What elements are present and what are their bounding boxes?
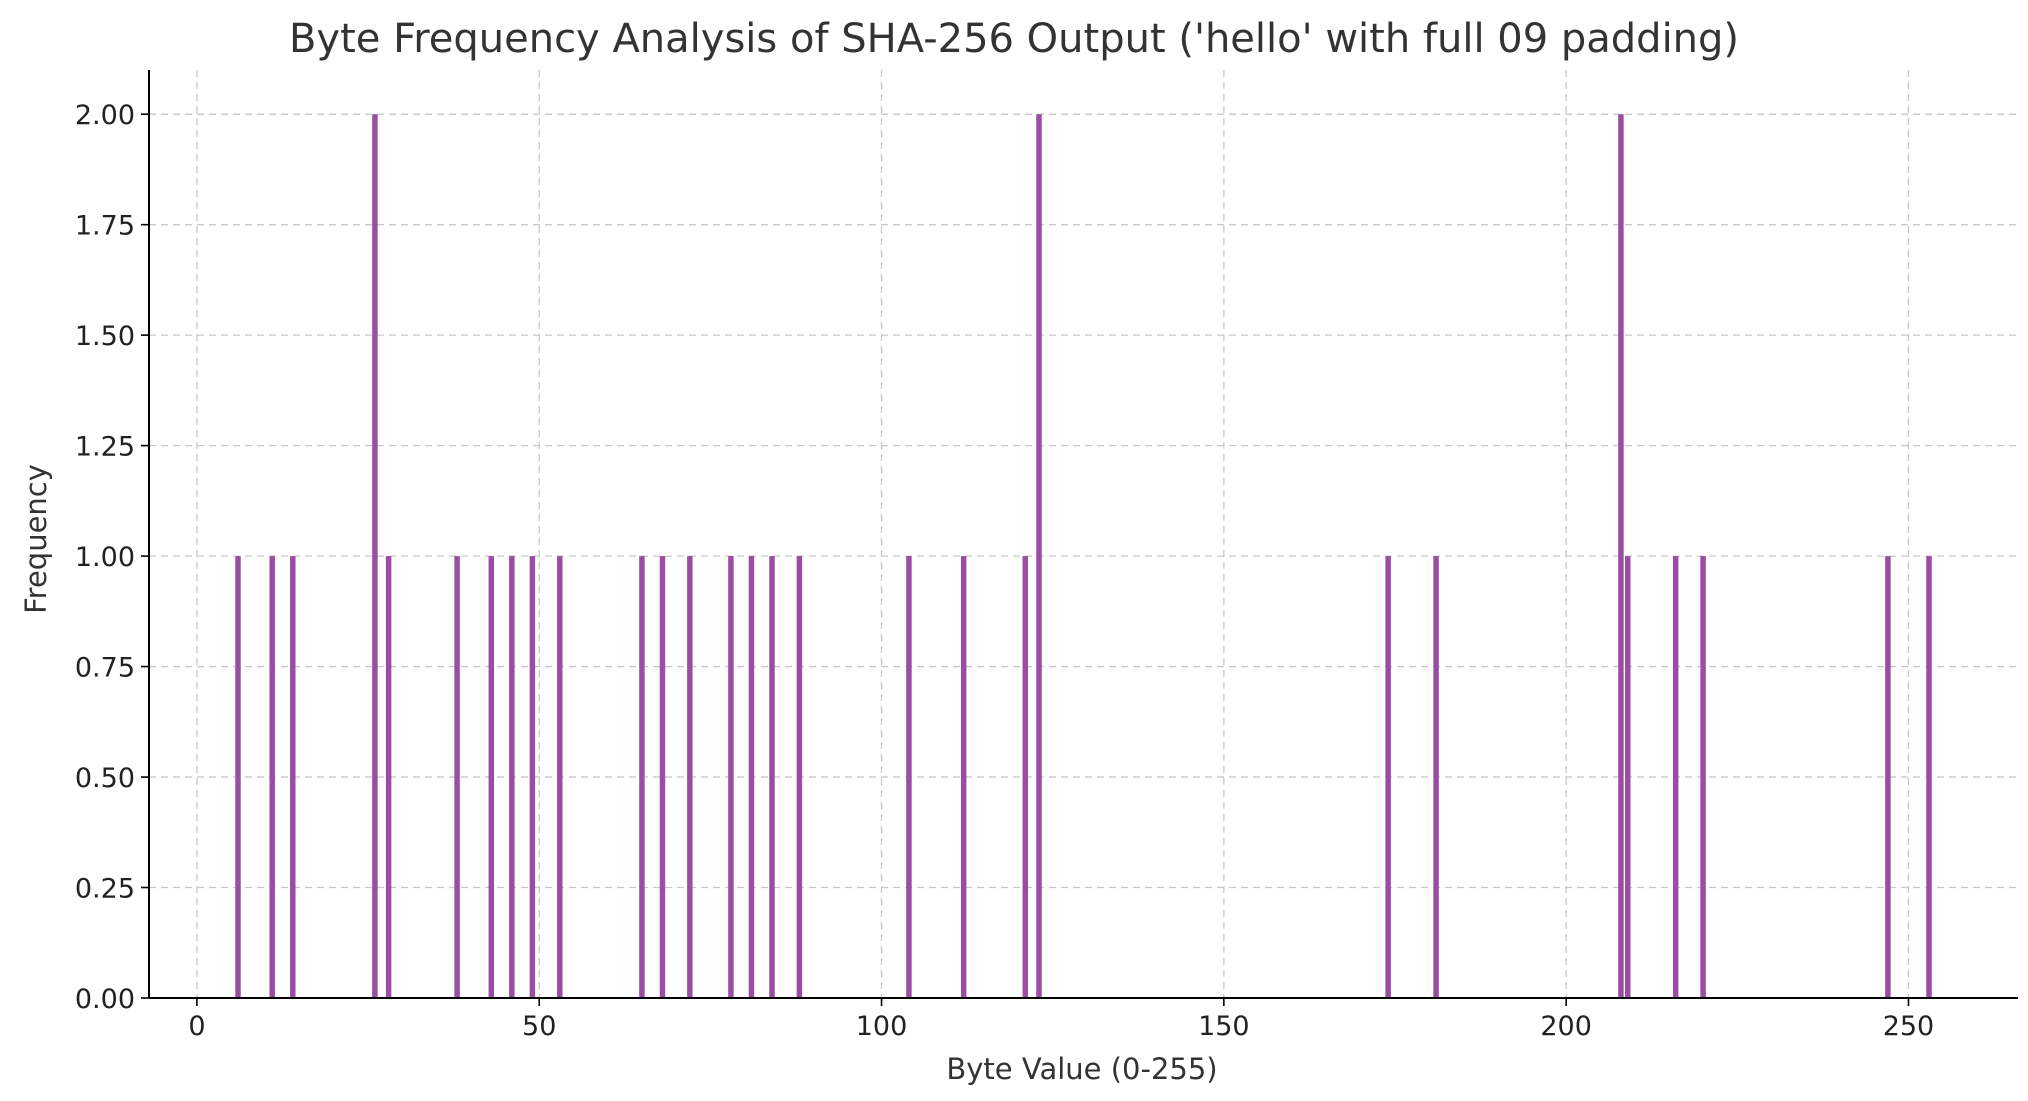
y-axis-ticks: 0.00 0.25 0.50 0.75 1.00 1.25 1.50 1.75 2.00 — [75, 100, 149, 1015]
bar-byte-216 — [1672, 556, 1679, 998]
bar-byte-81 — [748, 556, 755, 998]
bar-byte-6 — [235, 556, 241, 998]
bar-byte-208 — [1618, 114, 1624, 998]
bar-byte-43 — [488, 556, 495, 998]
x-tick-label-0: 0 — [188, 1011, 205, 1042]
bar-byte-121 — [1022, 556, 1029, 998]
bar-byte-68 — [659, 556, 666, 998]
bars — [235, 114, 1932, 998]
bar-byte-181 — [1433, 556, 1439, 998]
bar-byte-88 — [796, 556, 803, 998]
bar-byte-253 — [1926, 556, 1932, 998]
y-tick-label-0: 0.00 — [75, 984, 135, 1015]
x-tick-label-4: 200 — [1540, 1011, 1592, 1042]
y-tick-label-4: 1.00 — [75, 542, 135, 573]
y-axis-label: Frequency — [19, 464, 53, 614]
bar-byte-112 — [960, 556, 967, 998]
bar-byte-174 — [1385, 556, 1391, 998]
bar-byte-14 — [290, 556, 296, 998]
bar-byte-84 — [769, 556, 775, 998]
bar-byte-53 — [557, 556, 563, 998]
x-axis-label: Byte Value (0-255) — [946, 1052, 1217, 1086]
bar-byte-123 — [1036, 114, 1042, 998]
bar-byte-104 — [906, 556, 912, 998]
bar-byte-49 — [529, 556, 536, 998]
y-tick-label-2: 0.50 — [75, 763, 135, 794]
bar-byte-220 — [1700, 556, 1706, 998]
bar-byte-11 — [269, 556, 275, 998]
bar-byte-209 — [1625, 556, 1631, 998]
chart-title: Byte Frequency Analysis of SHA-256 Outpu… — [289, 16, 1739, 62]
bar-byte-72 — [687, 556, 693, 998]
x-tick-label-1: 50 — [522, 1011, 556, 1042]
bar-byte-78 — [728, 556, 734, 998]
bar-byte-46 — [509, 556, 515, 998]
bar-byte-38 — [454, 556, 460, 998]
bar-byte-28 — [385, 556, 392, 998]
bar-byte-26 — [372, 114, 378, 998]
y-tick-label-6: 1.50 — [75, 321, 135, 352]
y-tick-label-5: 1.25 — [75, 432, 135, 463]
y-tick-label-3: 0.75 — [75, 653, 135, 684]
bar-byte-247 — [1885, 556, 1891, 998]
y-tick-label-7: 1.75 — [75, 211, 135, 242]
bar-byte-65 — [639, 556, 645, 998]
x-tick-label-5: 250 — [1883, 1011, 1935, 1042]
grid-lines — [149, 70, 2018, 999]
x-tick-label-3: 150 — [1198, 1011, 1250, 1042]
y-tick-label-8: 2.00 — [75, 100, 135, 131]
y-tick-label-1: 0.25 — [75, 874, 135, 905]
x-tick-label-2: 100 — [856, 1011, 908, 1042]
axes — [148, 70, 2018, 999]
x-axis-ticks: 0 50 100 150 200 250 — [188, 998, 1934, 1042]
